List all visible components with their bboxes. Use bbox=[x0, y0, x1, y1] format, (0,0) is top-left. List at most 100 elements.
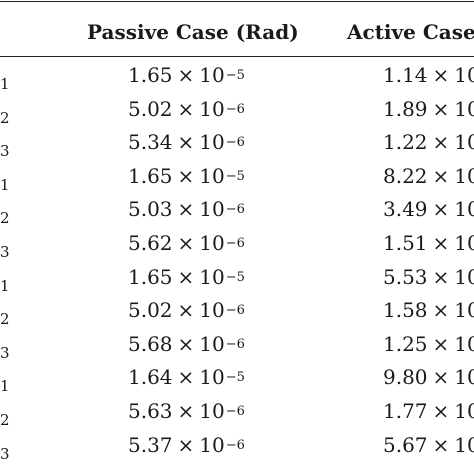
row-label: 3 bbox=[0, 343, 10, 362]
base: 10 bbox=[199, 365, 225, 390]
exponent: −6 bbox=[225, 236, 245, 251]
base: 10 bbox=[199, 264, 225, 289]
mantissa: 1.65 bbox=[128, 63, 173, 87]
mantissa: 9.80 bbox=[383, 365, 428, 390]
passive-value-cell: 5.62 × 10−6 bbox=[128, 230, 245, 256]
mantissa: 1.14 bbox=[383, 63, 428, 87]
times-sign: × bbox=[432, 63, 450, 87]
row-label: 1 bbox=[0, 276, 10, 295]
base: 10 bbox=[199, 231, 225, 255]
mantissa: 5.02 bbox=[128, 96, 173, 121]
mantissa: 1.51 bbox=[383, 231, 428, 255]
active-value-cell: 1.22 × 10 bbox=[383, 129, 474, 155]
times-sign: × bbox=[177, 432, 195, 457]
times-sign: × bbox=[177, 231, 195, 255]
exponent: −6 bbox=[225, 437, 245, 453]
mantissa: 5.62 bbox=[128, 231, 173, 255]
mantissa: 1.89 bbox=[383, 96, 428, 121]
passive-value-cell: 5.68 × 10−6 bbox=[128, 331, 245, 357]
row-label: 2 bbox=[0, 108, 10, 127]
exponent: −6 bbox=[225, 101, 245, 117]
mantissa: 1.25 bbox=[383, 331, 428, 356]
mantissa: 5.67 bbox=[383, 432, 428, 457]
base: 10 bbox=[199, 298, 225, 323]
passive-value-cell: 1.65 × 10−5 bbox=[128, 264, 245, 290]
exponent: −6 bbox=[225, 336, 245, 352]
times-sign: × bbox=[432, 365, 450, 390]
times-sign: × bbox=[432, 197, 450, 222]
exponent: −5 bbox=[225, 269, 245, 285]
base: 10 bbox=[454, 163, 474, 188]
mantissa: 1.22 bbox=[383, 130, 428, 155]
row-label: 3 bbox=[0, 142, 10, 161]
base: 10 bbox=[199, 399, 225, 423]
exponent: −5 bbox=[225, 68, 245, 83]
active-value-cell: 1.25 × 10 bbox=[383, 331, 474, 357]
exponent: −6 bbox=[225, 303, 245, 319]
row-label: 1 bbox=[0, 377, 10, 396]
mantissa: 1.65 bbox=[128, 264, 173, 289]
passive-value-cell: 5.63 × 10−6 bbox=[128, 398, 245, 424]
base: 10 bbox=[454, 63, 474, 87]
mantissa: 1.65 bbox=[128, 163, 173, 188]
exponent: −6 bbox=[225, 404, 245, 419]
active-value-cell: 1.51 × 10 bbox=[383, 230, 474, 256]
times-sign: × bbox=[177, 365, 195, 390]
base: 10 bbox=[199, 331, 225, 356]
row-label: 3 bbox=[0, 243, 10, 261]
times-sign: × bbox=[432, 96, 450, 121]
row-label: 2 bbox=[0, 310, 10, 329]
times-sign: × bbox=[432, 298, 450, 323]
base: 10 bbox=[199, 163, 225, 188]
times-sign: × bbox=[432, 130, 450, 155]
mantissa: 5.03 bbox=[128, 197, 173, 222]
times-sign: × bbox=[177, 264, 195, 289]
active-value-cell: 8.22 × 10 bbox=[383, 163, 474, 189]
mantissa: 5.34 bbox=[128, 130, 173, 155]
active-value-cell: 3.49 × 10 bbox=[383, 196, 474, 222]
passive-value-cell: 5.02 × 10−6 bbox=[128, 297, 245, 323]
exponent: −6 bbox=[225, 135, 245, 151]
base: 10 bbox=[454, 399, 474, 423]
header-passive-case: Passive Case (Rad) bbox=[87, 20, 299, 44]
mantissa: 5.37 bbox=[128, 432, 173, 457]
exponent: −6 bbox=[225, 202, 245, 218]
times-sign: × bbox=[432, 231, 450, 255]
mantissa: 3.49 bbox=[383, 197, 428, 222]
times-sign: × bbox=[177, 96, 195, 121]
base: 10 bbox=[454, 96, 474, 121]
row-label: 2 bbox=[0, 411, 10, 429]
mantissa: 5.53 bbox=[383, 264, 428, 289]
passive-value-cell: 1.64 × 10−5 bbox=[128, 364, 245, 390]
active-value-cell: 1.77 × 10 bbox=[383, 398, 474, 424]
times-sign: × bbox=[177, 63, 195, 87]
base: 10 bbox=[454, 331, 474, 356]
times-sign: × bbox=[432, 163, 450, 188]
base: 10 bbox=[199, 63, 225, 87]
active-value-cell: 1.58 × 10 bbox=[383, 297, 474, 323]
base: 10 bbox=[454, 432, 474, 457]
active-value-cell: 5.53 × 10 bbox=[383, 264, 474, 290]
base: 10 bbox=[199, 96, 225, 121]
row-label: 1 bbox=[0, 75, 10, 93]
times-sign: × bbox=[432, 399, 450, 423]
times-sign: × bbox=[177, 298, 195, 323]
base: 10 bbox=[199, 432, 225, 457]
top-rule bbox=[0, 1, 474, 2]
times-sign: × bbox=[177, 331, 195, 356]
passive-value-cell: 1.65 × 10−5 bbox=[128, 62, 245, 88]
row-label: 1 bbox=[0, 175, 10, 194]
times-sign: × bbox=[177, 130, 195, 155]
times-sign: × bbox=[432, 264, 450, 289]
active-value-cell: 1.14 × 10 bbox=[383, 62, 474, 88]
base: 10 bbox=[454, 298, 474, 323]
mantissa: 1.58 bbox=[383, 298, 428, 323]
mantissa: 8.22 bbox=[383, 163, 428, 188]
base: 10 bbox=[199, 197, 225, 222]
header-active-case: Active Case bbox=[347, 20, 474, 44]
mantissa: 5.68 bbox=[128, 331, 173, 356]
times-sign: × bbox=[432, 432, 450, 457]
passive-value-cell: 1.65 × 10−5 bbox=[128, 163, 245, 189]
base: 10 bbox=[454, 365, 474, 390]
